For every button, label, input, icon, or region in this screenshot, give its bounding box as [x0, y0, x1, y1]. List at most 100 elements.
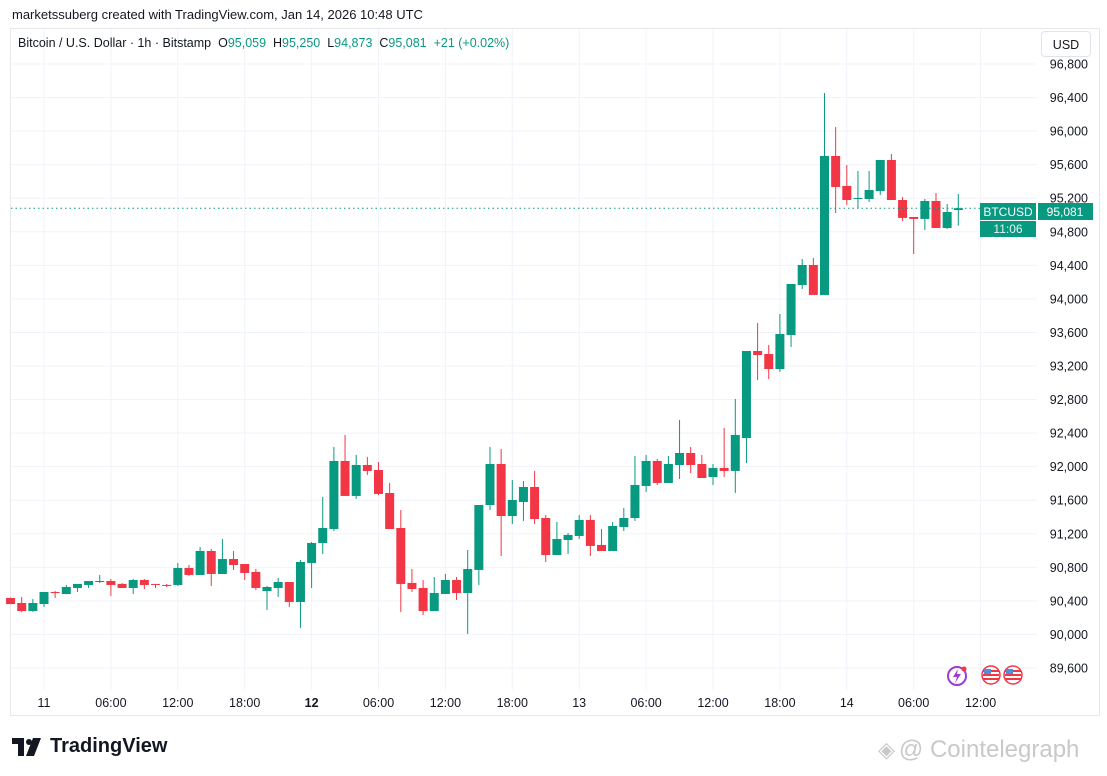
candle-down — [496, 463, 506, 516]
candle-up — [608, 525, 618, 551]
candle-down — [808, 265, 818, 295]
candle-up — [853, 197, 863, 199]
candle-down — [162, 584, 172, 586]
y-tick-label: 96,800 — [1050, 58, 1088, 72]
candle-down — [530, 486, 540, 520]
candle-down — [452, 580, 462, 594]
candle-up — [797, 265, 807, 285]
y-tick-label: 96,000 — [1050, 125, 1088, 139]
x-tick-label: 12:00 — [965, 696, 996, 710]
candle-down — [240, 563, 250, 573]
candle-down — [184, 568, 194, 575]
chart-credit: marketssuberg created with TradingView.c… — [12, 7, 423, 22]
candle-up — [708, 467, 718, 477]
candle-down — [6, 597, 16, 604]
open-value: 95,059 — [227, 36, 267, 50]
tradingview-logo-text: TradingView — [50, 735, 168, 757]
open-label: O — [218, 36, 228, 50]
currency-button[interactable]: USD — [1041, 31, 1091, 57]
countdown-tag-bg — [980, 221, 1036, 237]
candle-up — [72, 583, 82, 588]
candle-down — [396, 527, 406, 584]
candle-up — [942, 211, 952, 229]
candle-up — [429, 593, 439, 612]
us-flag-icon[interactable] — [981, 665, 1001, 685]
candle-down — [206, 550, 216, 574]
candle-down — [597, 544, 606, 551]
low-value: 94,873 — [334, 36, 373, 50]
y-tick-label: 92,800 — [1050, 393, 1088, 407]
x-tick-label: 12:00 — [430, 696, 461, 710]
candle-up — [820, 155, 829, 295]
symbol-legend: Bitcoin / U.S. Dollar · 1h · Bitstamp O9… — [18, 36, 509, 50]
y-tick-label: 91,600 — [1050, 494, 1088, 508]
candle-up — [786, 283, 796, 335]
candle-down — [50, 592, 60, 594]
x-tick-label: 06:00 — [898, 696, 929, 710]
x-tick-label: 18:00 — [764, 696, 795, 710]
candle-down — [719, 467, 729, 471]
events-lightning-icon[interactable] — [947, 666, 967, 686]
y-tick-label: 95,200 — [1050, 192, 1088, 206]
symbol-tag: BTCUSD — [983, 205, 1033, 219]
symbol-price-tag: BTCUSD 95,081 11:06 — [980, 203, 1093, 237]
x-tick-label: 12 — [305, 696, 319, 710]
candle-up — [953, 208, 963, 211]
candle-up — [262, 586, 272, 591]
tradingview-logo[interactable]: TradingView — [12, 735, 167, 758]
candle-up — [329, 460, 339, 530]
candle-down — [139, 580, 149, 585]
candle-up — [351, 464, 361, 496]
tradingview-logo-icon — [12, 737, 41, 756]
y-tick-label: 90,000 — [1050, 628, 1088, 642]
candle-down — [931, 200, 941, 229]
high-value: 95,250 — [282, 36, 321, 50]
x-tick-label: 13 — [572, 696, 586, 710]
candle-down — [251, 571, 261, 588]
candle-up — [173, 568, 183, 585]
watermark-text: @ Cointelegraph — [898, 736, 1080, 763]
bar-countdown: 11:06 — [993, 222, 1022, 236]
candle-down — [831, 155, 841, 187]
chart-frame — [10, 28, 1100, 716]
y-tick-label: 95,600 — [1050, 158, 1088, 172]
candle-up — [217, 559, 227, 574]
y-tick-label: 90,800 — [1050, 561, 1088, 575]
symbol-name: Bitcoin / U.S. Dollar · 1h · Bitstamp — [18, 36, 212, 50]
last-price-label: 95,081 — [1047, 205, 1084, 219]
candle-down — [17, 602, 27, 612]
y-tick-label: 96,400 — [1050, 91, 1088, 105]
y-tick-label: 91,200 — [1050, 527, 1088, 541]
candle-down — [898, 199, 908, 218]
candle-up — [474, 505, 484, 570]
us-flag-icon[interactable] — [1003, 665, 1023, 685]
candle-up — [128, 580, 138, 588]
watermark-diamond-icon: ◈ — [878, 737, 895, 762]
y-tick-label: 92,400 — [1050, 427, 1088, 441]
candle-up — [61, 586, 71, 595]
candle-up — [574, 519, 584, 536]
candle-down — [697, 463, 707, 478]
x-tick-label: 12:00 — [697, 696, 728, 710]
candle-up — [273, 582, 283, 588]
candle-up — [318, 527, 328, 544]
candle-down — [340, 460, 350, 496]
candle-down — [106, 581, 116, 585]
candle-up — [920, 200, 930, 219]
x-tick-label: 18:00 — [497, 696, 528, 710]
candle-down — [764, 354, 774, 370]
x-tick-label: 12:00 — [162, 696, 193, 710]
candle-up — [485, 463, 495, 506]
grid — [11, 29, 1037, 690]
candle-up — [730, 434, 740, 471]
candle-down — [151, 583, 160, 585]
candle-down — [886, 159, 896, 200]
candle-up — [95, 581, 105, 583]
cointelegraph-watermark: ◈ @ Cointelegraph — [878, 736, 1079, 764]
y-tick-label: 94,800 — [1050, 225, 1088, 239]
symbol-tag-bg — [980, 203, 1036, 220]
candles — [6, 93, 963, 634]
candle-up — [295, 561, 305, 602]
candle-up — [641, 460, 651, 486]
